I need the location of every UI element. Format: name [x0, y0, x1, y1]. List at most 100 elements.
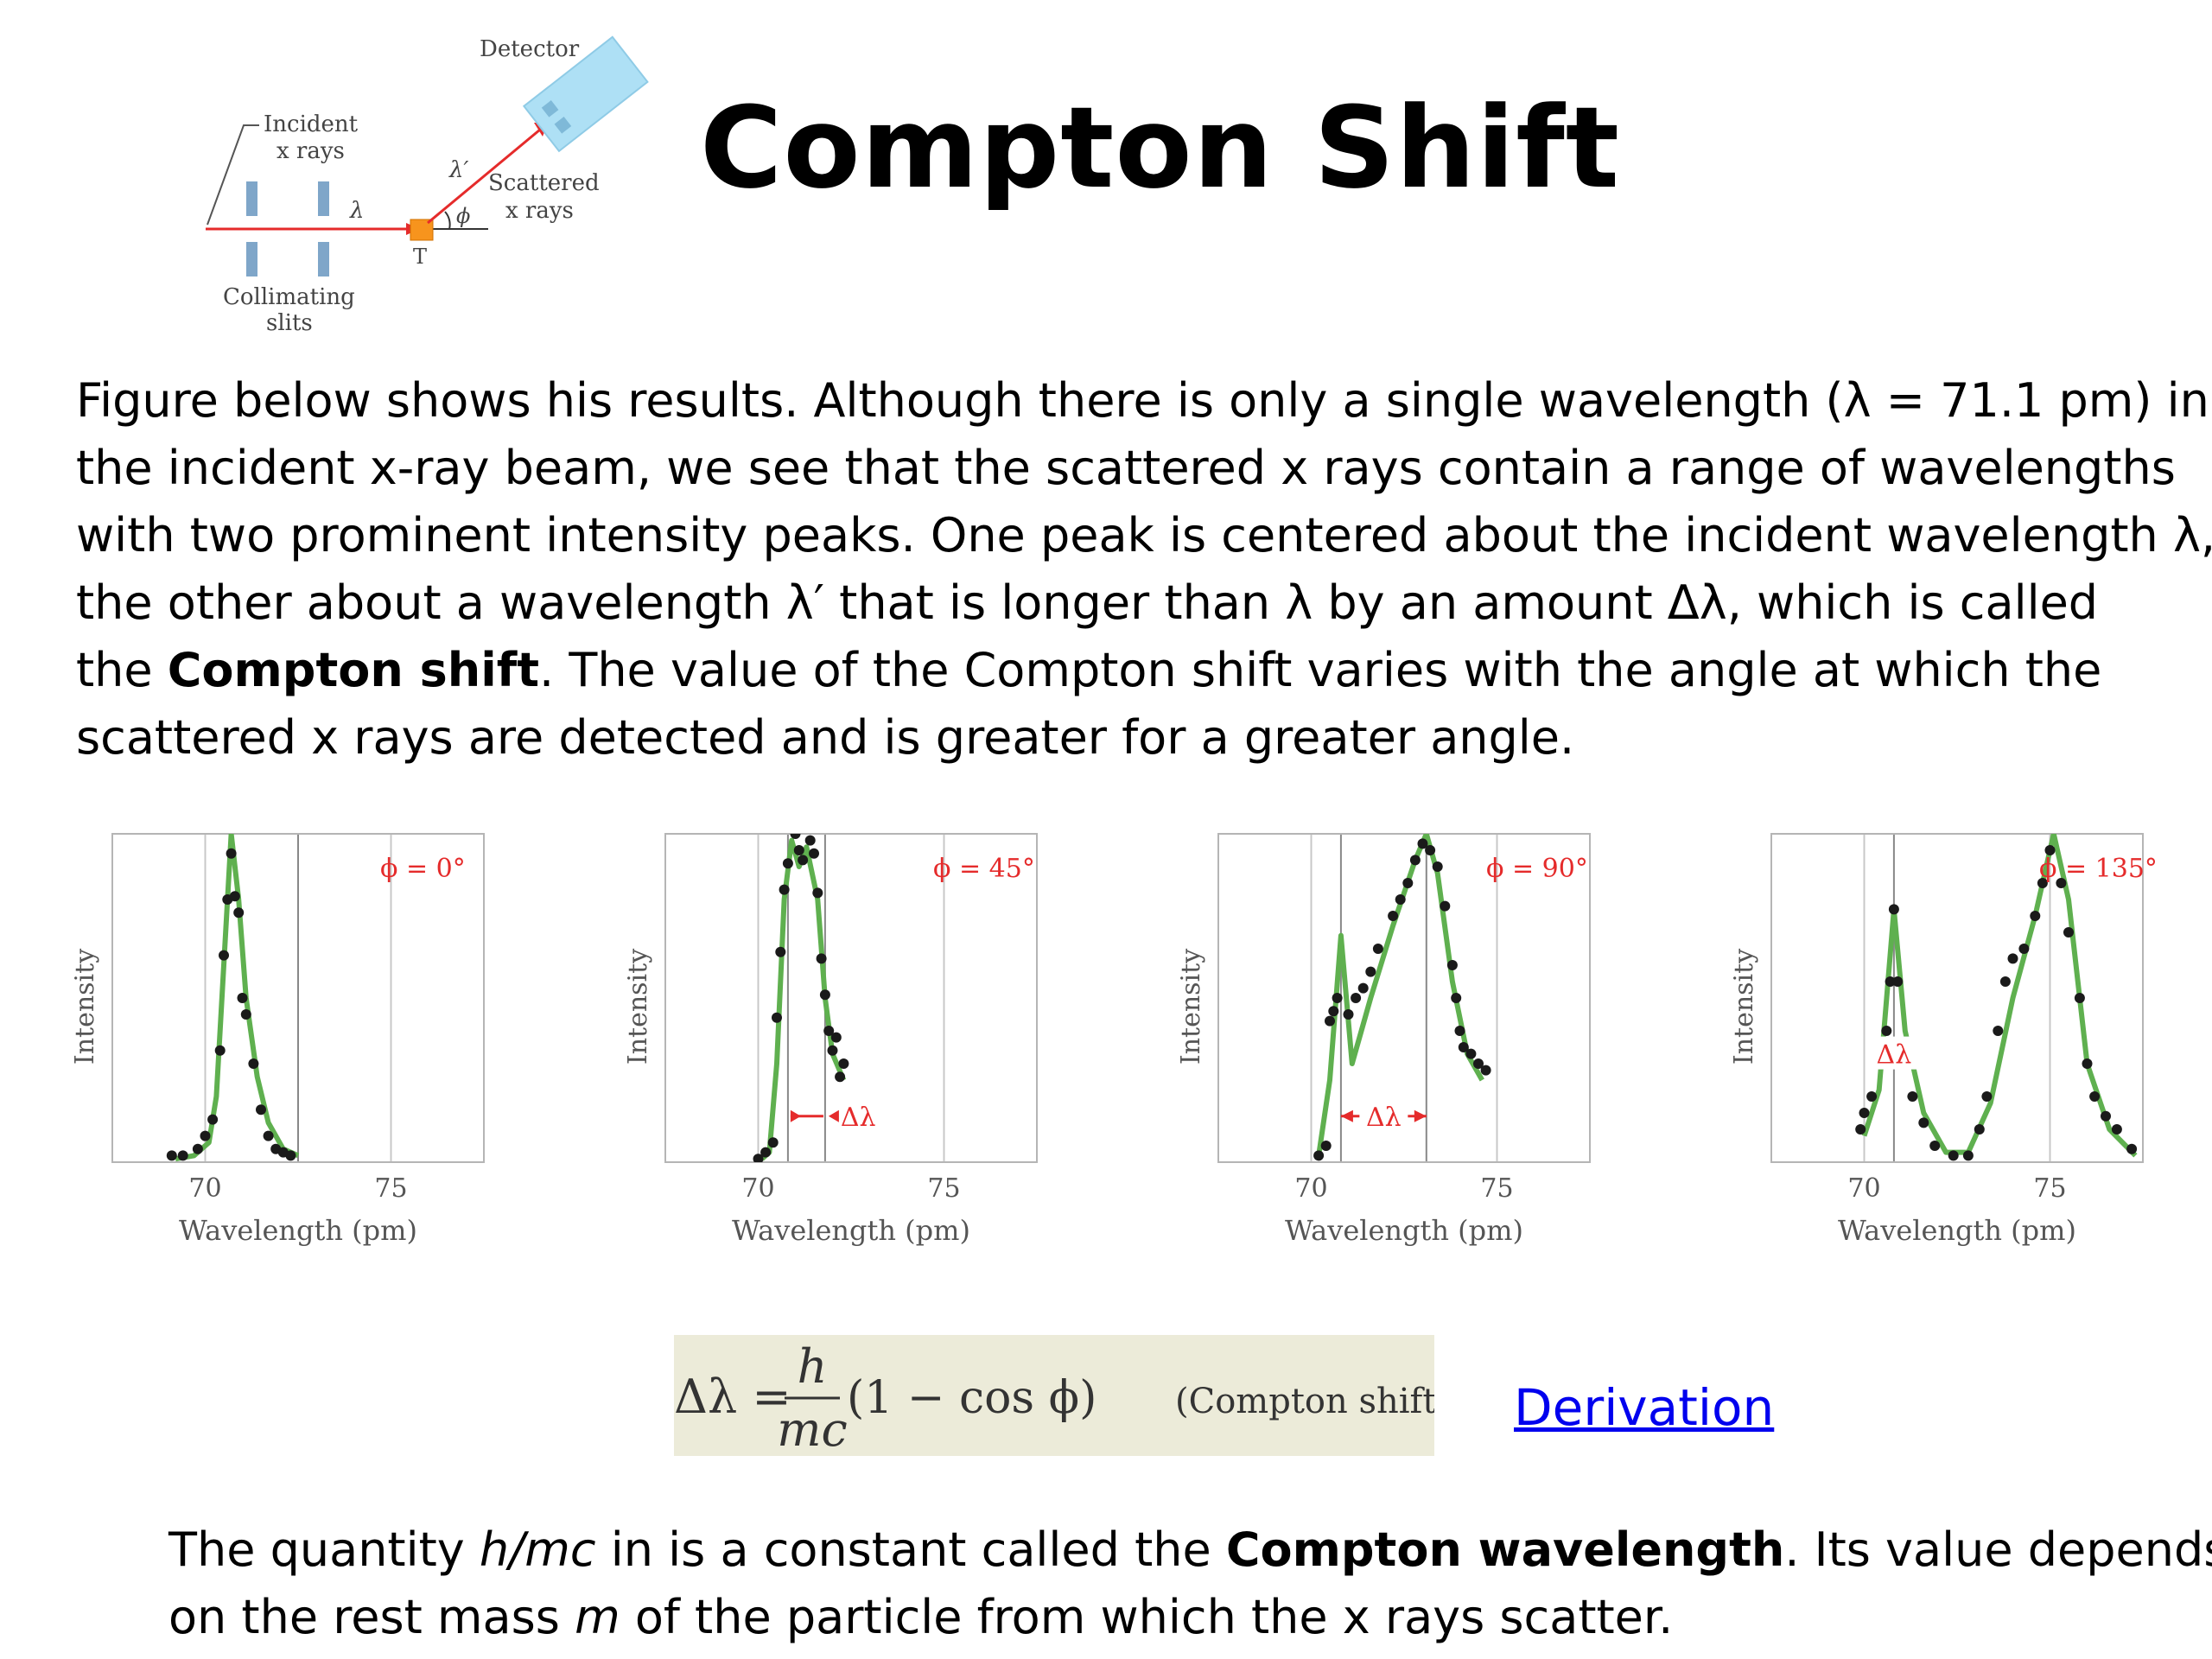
data-point [1388, 911, 1399, 921]
data-point [233, 907, 245, 918]
x-axis-label: Wavelength (pm) [732, 1214, 970, 1247]
data-point [1458, 1042, 1469, 1052]
text-run: the [76, 643, 168, 697]
plot-frame [111, 833, 485, 1163]
data-point [798, 855, 809, 866]
y-axis-label: Intensity [623, 949, 653, 1065]
intensity-plot-135deg: ϕ = 135° Δλ 70 75 Wavelength (pm) Intensity [1729, 833, 2158, 1247]
paragraph-line: on the rest mass m of the particle from … [168, 1584, 2156, 1651]
derivation-link[interactable]: Derivation [1514, 1378, 1775, 1437]
data-point [1328, 1006, 1339, 1017]
data-point [2111, 1124, 2122, 1135]
data-point [838, 1058, 849, 1069]
data-point [1962, 1150, 1974, 1161]
text-run: in is a constant called the [595, 1522, 1226, 1577]
data-point [1974, 1124, 1985, 1135]
delta-lambda-label: Δλ [1877, 1040, 1912, 1071]
data-point [809, 848, 819, 859]
x-tick-label: 75 [927, 1173, 960, 1204]
data-point [226, 848, 237, 859]
delta-arrowhead [790, 1109, 801, 1122]
data-point [1395, 894, 1406, 905]
h-over-mc-term: h/mc [479, 1522, 596, 1577]
data-point [1948, 1150, 1959, 1161]
data-point [772, 1012, 782, 1023]
angle-label: ϕ = 135° [2039, 854, 2158, 884]
data-point [1881, 1026, 1892, 1036]
data-point [760, 1147, 772, 1158]
data-point [1446, 960, 1458, 970]
data-point [1465, 1048, 1477, 1059]
lambda-label: λ [349, 198, 364, 224]
text-run: . The value of the Compton shift varies … [539, 643, 2102, 697]
angle-label: ϕ = 0° [380, 854, 466, 884]
data-point [1320, 1141, 1332, 1151]
incident-label-pointer [207, 124, 259, 226]
slit-2-bottom [318, 242, 329, 276]
collimating-label-line2: slits [266, 310, 313, 336]
data-point [207, 1114, 219, 1125]
data-point [2056, 878, 2067, 888]
equation-lhs: Δλ = [674, 1370, 791, 1424]
intensity-plot-0deg: ϕ = 0° 70 75 Wavelength (pm) Intensity [70, 833, 485, 1247]
equation-numerator: h [798, 1339, 828, 1394]
data-point [753, 1154, 764, 1162]
data-point [2044, 845, 2056, 855]
data-point [779, 884, 790, 895]
plot-frame [1217, 833, 1591, 1163]
data-point [790, 834, 801, 839]
equation-bracket: (1 − cos ϕ) [847, 1372, 1096, 1424]
plot-frame [664, 833, 1038, 1163]
y-axis-label: Intensity [1729, 949, 1759, 1065]
data-point [1981, 1091, 1993, 1102]
data-point [767, 1137, 779, 1148]
phi-angle-arc [444, 211, 451, 230]
compton-wavelength-term: Compton wavelength [1225, 1522, 1785, 1577]
data-point [2063, 927, 2074, 938]
text-run: The quantity [168, 1522, 480, 1577]
data-point [1866, 1091, 1878, 1102]
intensity-plot-90deg: ϕ = 90° Δλ 70 75 Wavelength (pm) Intensity [1176, 833, 1591, 1247]
data-point [2082, 1058, 2093, 1069]
data-point [819, 989, 830, 1001]
delta-label-bg [1869, 1036, 1918, 1070]
incident-label-line2: x rays [276, 138, 345, 164]
data-point [2007, 953, 2018, 964]
x-tick-label: 70 [1294, 1173, 1327, 1204]
delta-arrowhead [828, 1109, 839, 1122]
data-point [2089, 1091, 2101, 1102]
slit-2-top [318, 181, 329, 216]
delta-lambda-label: Δλ [841, 1103, 876, 1133]
detector-icon [522, 35, 649, 153]
intensity-plot-45deg: ϕ = 45° Δλ 70 75 Wavelength (pm) Intensity [623, 833, 1038, 1247]
x-axis-label: Wavelength (pm) [179, 1214, 417, 1247]
data-point [1343, 1009, 1354, 1020]
delta-lambda-label: Δλ [1366, 1103, 1402, 1133]
paragraph-line: The quantity h/mc in is a constant calle… [168, 1516, 2212, 1584]
data-point [1473, 1058, 1484, 1069]
data-point [256, 1104, 266, 1116]
compton-wavelength-paragraph: The quantity h/mc in is a constant calle… [168, 1516, 2212, 1651]
data-point [835, 1071, 846, 1083]
data-point [1907, 1091, 1918, 1102]
data-point [1372, 944, 1383, 954]
detector-label: Detector [480, 36, 580, 62]
data-point [1855, 1124, 1866, 1135]
x-axis-label: Wavelength (pm) [1285, 1214, 1523, 1247]
paragraph-line: the Compton shift. The value of the Comp… [76, 637, 2167, 704]
phi-label: ϕ [456, 204, 470, 228]
data-point [285, 1150, 296, 1161]
y-axis-label: Intensity [70, 949, 100, 1065]
equation-denominator: mc [777, 1402, 847, 1456]
text-run: of the particle from which the x rays sc… [620, 1590, 1674, 1644]
scattered-label-line1: Scattered [488, 170, 600, 196]
data-point [192, 1143, 203, 1154]
data-point [248, 1058, 259, 1069]
data-point [830, 1032, 842, 1043]
scattered-beam [427, 128, 541, 225]
x-tick-label: 70 [188, 1173, 221, 1204]
data-point [1440, 900, 1451, 912]
plot-frame [1770, 833, 2144, 1163]
x-tick-label: 75 [374, 1173, 407, 1204]
x-axis-label: Wavelength (pm) [1838, 1214, 2076, 1247]
